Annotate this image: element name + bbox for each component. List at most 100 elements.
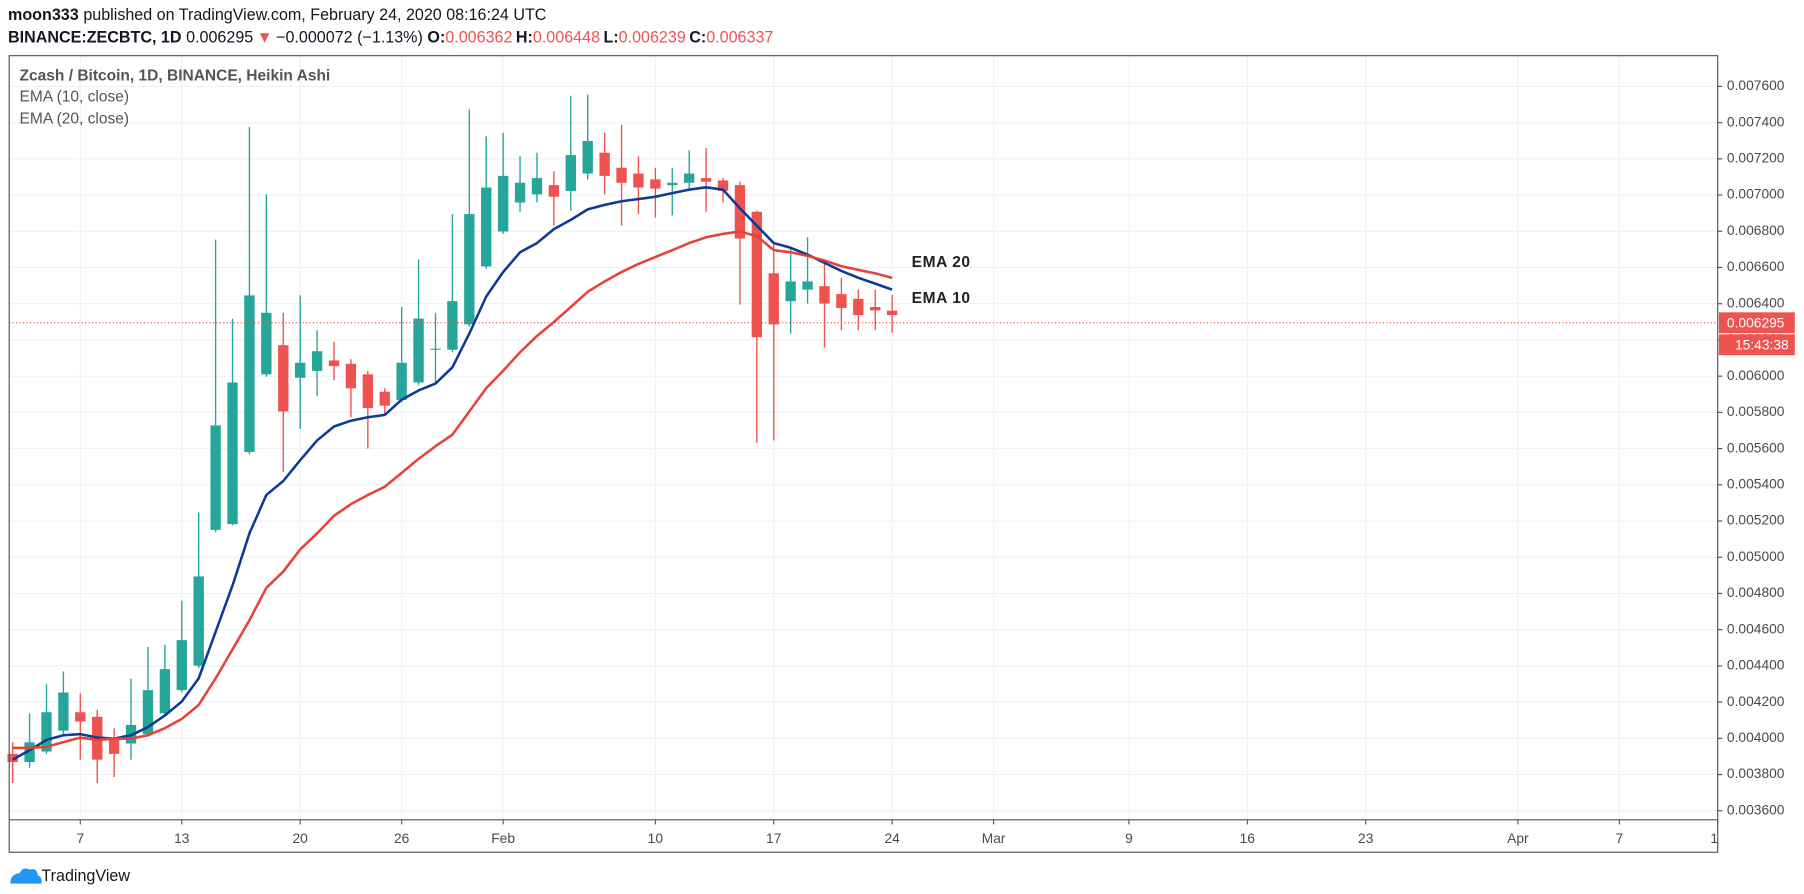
candle-body [261,312,272,375]
x-tick-label: Mar [982,830,1006,846]
candle [362,370,374,449]
candle-body [650,179,661,189]
candle-body [159,669,171,714]
candle [565,95,576,211]
candle-body [244,295,255,453]
x-tick-label: 24 [884,830,900,846]
candle [210,239,221,533]
candle-body [24,742,35,763]
ema-line [12,230,893,750]
plot [7,94,1718,784]
candle [886,295,898,333]
x-tick-label: Apr [1507,830,1529,846]
candle-body [295,362,306,378]
candle-body [41,712,52,752]
footer-logo: TradingView [10,867,130,885]
x-tick-label: 17 [766,830,782,846]
y-tick-label: 0.003600 [1727,801,1785,817]
ohlc-value: 0.006362 [445,28,512,46]
candle-body [633,173,644,188]
y-tick-label: 0.004400 [1727,656,1785,672]
candle-body [7,753,18,763]
y-tick-label: 0.004600 [1727,620,1785,636]
candle-body [870,306,881,311]
symbol: BINANCE:ZECBTC, 1D [8,28,181,46]
candle [802,237,813,304]
y-tick-label: 0.003800 [1727,765,1785,781]
y-tick-label: 0.007200 [1727,149,1785,165]
symbol-line: BINANCE:ZECBTC, 1D 0.006295 ▼ −0.000072 (−1… [8,28,773,46]
candle [497,132,509,234]
candle-body [531,178,543,195]
candle-body [345,363,357,389]
y-tick-label: 0.005400 [1727,475,1785,491]
candle [870,289,881,331]
candle [700,148,712,212]
candle [768,241,779,441]
candle-body [819,286,830,304]
candle [464,109,475,327]
candle-body [481,187,492,267]
candle-body [328,360,340,367]
candle-body [886,310,898,316]
candle [447,214,458,353]
candle-body [836,294,847,309]
y-tick-label: 0.004800 [1727,584,1785,600]
x-tick-label: 9 [1125,830,1133,846]
countdown-label: 15:43:38 [1735,337,1789,353]
candle [836,278,847,331]
x-tick-label: 10 [648,830,664,846]
frame [8,55,1719,853]
candle [75,693,86,760]
x-tick-label: Feb [491,830,515,846]
candle [430,312,441,383]
x-tick-label: 16 [1240,830,1256,846]
price: 0.006295 [186,28,253,46]
candle [548,171,560,226]
candle-body [379,391,390,406]
candle [278,312,289,472]
arrow: ▼ [257,28,273,46]
candle-body [582,140,593,174]
candle-body [75,712,86,722]
chart-title: Zcash / Bitcoin, 1D, BINANCE, Heikin Ash… [20,68,331,85]
candle-body [853,298,864,316]
candle-body [751,211,763,338]
candle [650,167,661,218]
candle [684,150,695,189]
candle [734,181,746,305]
ohlc-value: 0.006239 [619,28,686,46]
candle-body [413,318,424,383]
candle [514,156,526,212]
y-tick-label: 0.006800 [1727,222,1785,238]
candle [24,713,35,768]
y-tick-label: 0.007600 [1727,77,1785,93]
y-tick-label: 0.004000 [1727,729,1785,745]
candle-body [785,281,796,302]
countdown-bg [1718,334,1795,356]
candle [328,341,340,381]
x-tick-label: 1 [1710,830,1718,846]
publish-text: published on TradingView.com, February 2… [83,6,546,24]
candle [295,295,306,429]
candle-body [717,180,729,191]
candle [379,388,390,415]
x-tick-label: 7 [1616,830,1624,846]
y-tick-label: 0.006600 [1727,258,1785,274]
x-tick-label: 20 [292,830,308,846]
candle-body [684,173,695,183]
candle-body [447,301,458,350]
grid [9,55,1723,825]
ohlc-label: C: [689,28,706,46]
candle [819,260,830,348]
author: moon333 [8,6,79,24]
y-tick-label: 0.007000 [1727,186,1785,202]
candle [142,647,154,737]
y-tick-label: 0.007400 [1727,113,1785,129]
x-tick-label: 7 [76,830,84,846]
candle-body [396,362,407,400]
candle-body [278,345,289,412]
candle-body [734,185,746,239]
